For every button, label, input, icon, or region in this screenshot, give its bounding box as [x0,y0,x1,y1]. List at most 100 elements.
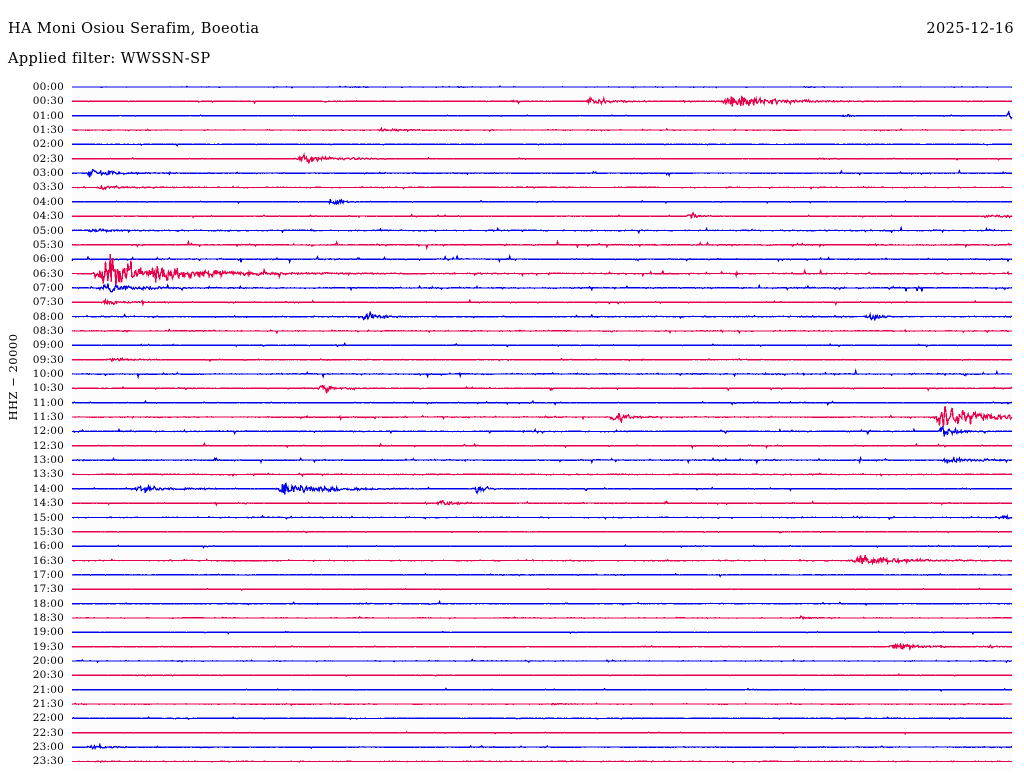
tick-label: 17:30 [32,583,64,596]
trace-line [71,151,1013,164]
tick-label: 03:00 [32,167,64,180]
tick-label: 00:30 [32,95,64,108]
trace-line [72,482,1013,495]
tick-label: 18:30 [32,611,64,624]
trace-line [71,587,1013,592]
tick-label: 05:00 [32,224,64,237]
trace-line [72,211,1013,219]
trace-line [71,184,1013,191]
tick-label: 13:00 [32,454,64,467]
tick-label: 19:30 [32,640,64,653]
trace-line [71,110,1013,120]
tick-label: 08:00 [32,310,64,323]
plot-background [72,80,1012,770]
tick-label: 08:30 [32,324,64,337]
tick-label: 19:00 [32,626,64,639]
trace-line [71,357,1013,363]
trace-line [71,702,1013,707]
tick-label: 09:30 [32,353,64,366]
trace-line [71,168,1013,178]
trace-line [72,95,1013,107]
trace-line [71,254,1013,265]
tick-label: 14:30 [32,497,64,510]
record-date: 2025-12-16 [926,21,1014,37]
trace-line [71,310,1013,321]
trace-line [71,441,1013,450]
trace-line [71,455,1013,465]
trace-line [71,472,1013,478]
tick-label: 23:30 [32,755,64,768]
tick-label: 12:00 [32,425,64,438]
trace-line [71,198,1013,206]
tick-label: 05:30 [32,238,64,251]
trace-line [71,672,1013,678]
tick-label: 15:00 [32,511,64,524]
tick-label: 11:00 [32,396,64,409]
tick-label: 20:30 [32,669,64,682]
tick-label: 16:30 [32,554,64,567]
trace-line [71,572,1013,578]
trace-line [71,368,1013,380]
trace-line [71,530,1013,534]
tick-label: 13:30 [32,468,64,481]
trace-line [71,499,1013,507]
trace-line [71,399,1013,407]
trace-line [71,142,1013,147]
trace-line [72,85,1013,89]
trace-line [71,328,1013,335]
tick-label: 02:30 [32,152,64,165]
tick-label: 10:00 [32,368,64,380]
trace-line [71,544,1013,549]
trace-line [71,406,1013,428]
trace-line [71,283,1013,293]
trace-line [71,760,1013,764]
trace-line [71,731,1013,735]
applied-filter-label: Applied filter: WWSSN-SP [8,51,211,67]
tick-label: 21:00 [32,683,64,696]
page-title: HA Moni Osiou Serafim, Boeotia [8,21,260,37]
trace-line [71,742,1013,751]
tick-label: 11:30 [32,411,64,424]
tick-label: 01:30 [32,124,64,137]
tick-label: 18:00 [32,597,64,610]
tick-label: 07:30 [32,296,64,309]
tick-label: 14:00 [32,482,64,495]
tick-label: 10:30 [32,382,64,395]
trace-line [71,555,1013,566]
tick-label: 01:00 [32,109,64,122]
trace-line [71,225,1013,235]
tick-label: 12:30 [32,439,64,452]
trace-line [71,716,1013,721]
tick-label: 03:30 [32,181,64,194]
tick-label: 02:00 [32,138,64,151]
tick-label: 22:00 [32,712,64,725]
trace-line [71,384,1013,395]
trace-line [71,253,1013,286]
tick-label: 16:00 [32,540,64,553]
trace-line [71,658,1013,664]
tick-label: 04:00 [32,195,64,208]
tick-label: 00:00 [32,81,64,93]
trace-line [71,341,1013,348]
trace-line [71,630,1013,636]
trace-line [71,687,1013,693]
trace-line [71,297,1013,307]
trace-line [71,513,1013,521]
tick-label: 21:30 [32,698,64,711]
tick-label: 23:00 [32,741,64,754]
tick-label: 22:30 [32,726,64,739]
tick-label: 17:00 [32,568,64,581]
trace-line [71,239,1013,251]
tick-label: 07:00 [32,281,64,294]
trace-line [71,615,1013,621]
trace-line [71,599,1013,607]
trace-line [71,126,1013,133]
tick-label: 20:00 [32,655,64,667]
tick-label: 06:00 [32,253,64,266]
tick-label: 04:30 [32,210,64,223]
trace-line [71,426,1013,437]
tick-label: 15:30 [32,525,64,538]
tick-label: 06:30 [32,267,64,280]
